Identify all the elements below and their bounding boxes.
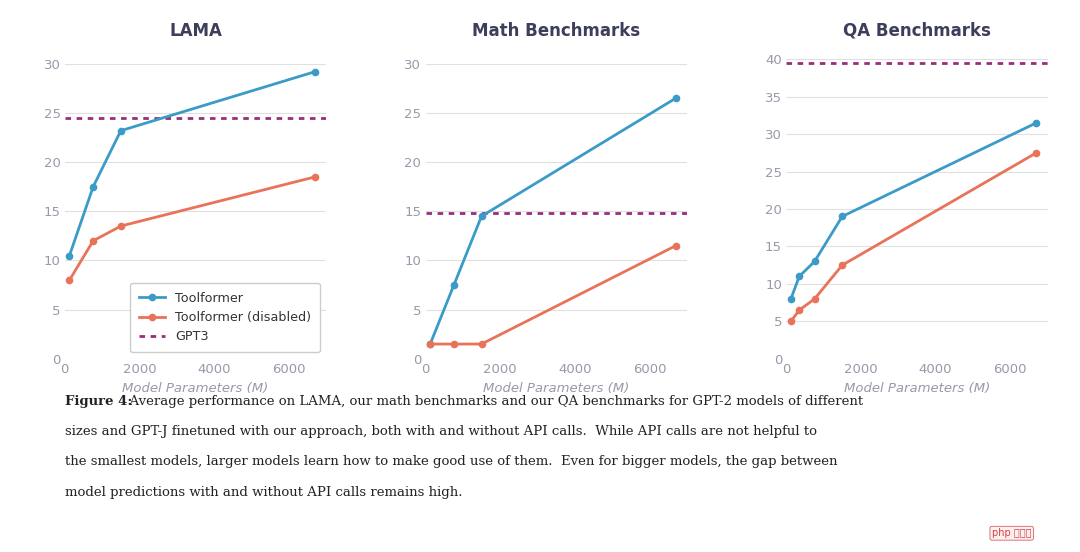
Legend: Toolformer, Toolformer (disabled), GPT3: Toolformer, Toolformer (disabled), GPT3 [130,283,320,352]
Text: sizes and GPT-J finetuned with our approach, both with and without API calls.  W: sizes and GPT-J finetuned with our appro… [65,425,816,438]
Text: Figure 4:: Figure 4: [65,395,132,408]
X-axis label: Model Parameters (M): Model Parameters (M) [843,381,990,395]
Text: Average performance on LAMA, our math benchmarks and our QA benchmarks for GPT-2: Average performance on LAMA, our math be… [121,395,863,408]
Text: the smallest models, larger models learn how to make good use of them.  Even for: the smallest models, larger models learn… [65,455,837,469]
X-axis label: Model Parameters (M): Model Parameters (M) [483,381,630,395]
Title: QA Benchmarks: QA Benchmarks [843,22,990,40]
Text: php 中文网: php 中文网 [991,528,1031,538]
X-axis label: Model Parameters (M): Model Parameters (M) [122,381,269,395]
Text: model predictions with and without API calls remains high.: model predictions with and without API c… [65,486,462,499]
Title: LAMA: LAMA [170,22,221,40]
Title: Math Benchmarks: Math Benchmarks [472,22,640,40]
